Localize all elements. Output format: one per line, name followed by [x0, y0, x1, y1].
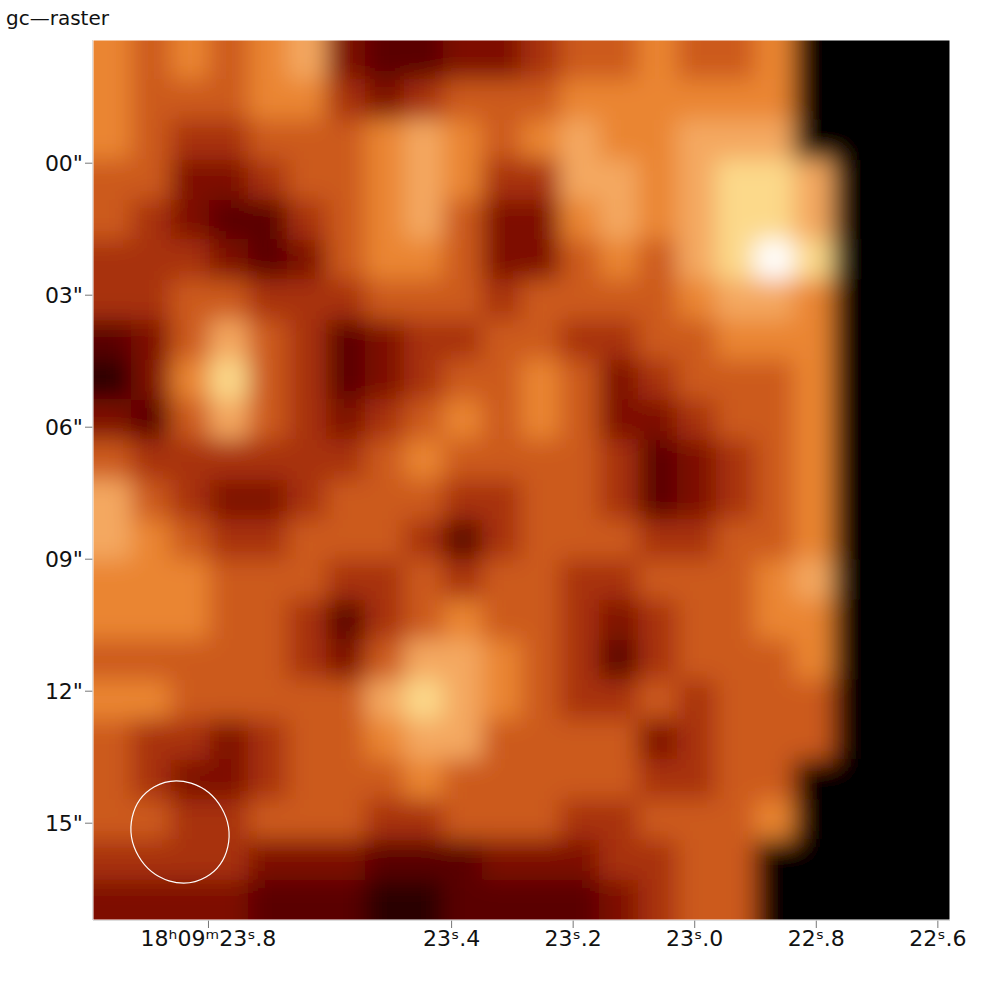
- svg-text:09": 09": [45, 547, 83, 572]
- svg-text:23ˢ.0: 23ˢ.0: [666, 926, 723, 951]
- svg-text:15": 15": [45, 811, 83, 836]
- svg-text:22ˢ.8: 22ˢ.8: [788, 926, 845, 951]
- svg-text:22ˢ.6: 22ˢ.6: [909, 926, 966, 951]
- svg-text:12": 12": [45, 679, 83, 704]
- svg-text:18ʰ09ᵐ23ˢ.8: 18ʰ09ᵐ23ˢ.8: [141, 926, 277, 951]
- svg-text:03": 03": [45, 283, 83, 308]
- svg-text:00": 00": [45, 151, 83, 176]
- html-text:gc—raster: gc—raster: [6, 6, 109, 30]
- svg-text:06": 06": [45, 415, 83, 440]
- svg-text:23ˢ.2: 23ˢ.2: [545, 926, 602, 951]
- svg-text:23ˢ.4: 23ˢ.4: [423, 926, 480, 951]
